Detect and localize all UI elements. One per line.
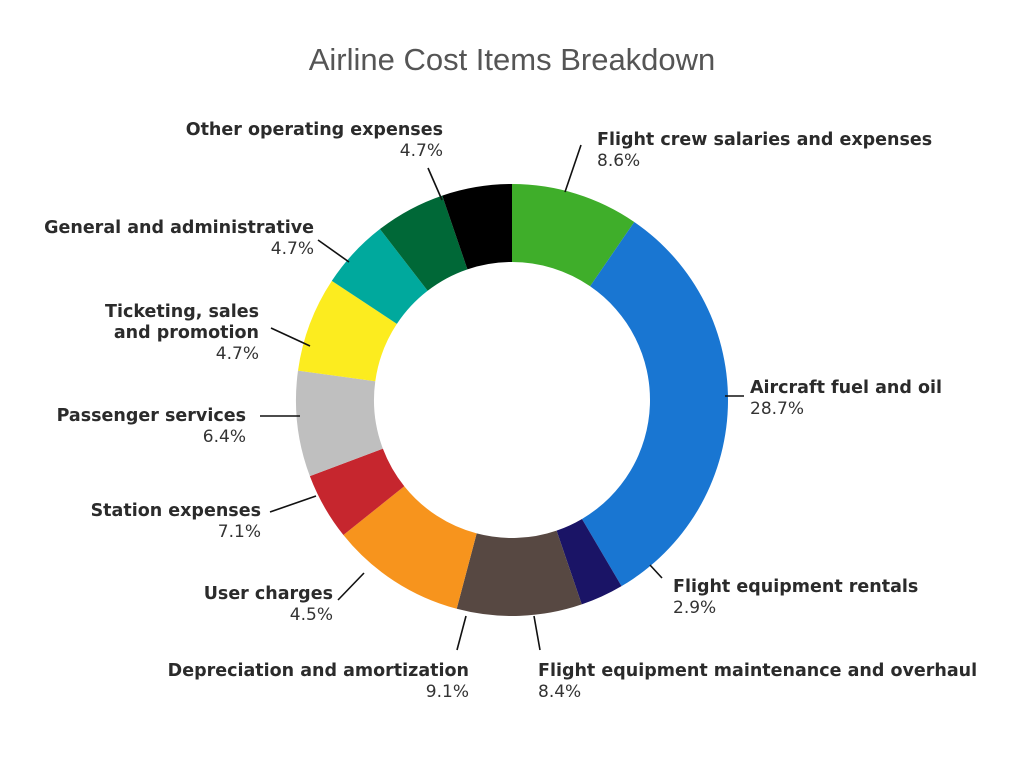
label-general-and-administrative: General and administrative <box>44 218 314 238</box>
value-user-charges: 4.5% <box>290 605 333 625</box>
label-aircraft-fuel-and-oil: Aircraft fuel and oil <box>750 378 942 398</box>
leader-ticketing-sales-and-promotion <box>270 327 311 347</box>
label-station-expenses: Station expenses <box>91 501 261 521</box>
value-flight-crew-salaries-and-expenses: 8.6% <box>597 151 640 171</box>
slice-flight-equipment-maintenance-and-overhaul <box>456 530 582 616</box>
leader-flight-equipment-maintenance-and-overhaul <box>533 615 541 651</box>
leader-lines <box>260 144 744 651</box>
label-flight-equipment-maintenance-and-overhaul: Flight equipment maintenance and overhau… <box>538 661 977 681</box>
label-passenger-services: Passenger services <box>57 406 246 426</box>
leader-other-operating-expenses <box>427 167 443 201</box>
leader-general-and-administrative <box>317 239 350 263</box>
leader-flight-crew-salaries-and-expenses <box>564 144 582 193</box>
slice-ticketing-sales-and-promotion <box>331 229 428 324</box>
slice-flight-crew-salaries-and-expenses <box>512 184 635 287</box>
value-passenger-services: 6.4% <box>203 427 246 447</box>
value-flight-equipment-rentals: 2.9% <box>673 598 716 618</box>
slice-other-operating-expenses <box>442 184 512 270</box>
value-depreciation-and-amortization: 9.1% <box>426 682 469 702</box>
label-ticketing-sales-and-promotion: Ticketing, sales and promotion <box>105 302 259 343</box>
value-ticketing-sales-and-promotion: 4.7% <box>216 344 259 364</box>
label-user-charges: User charges <box>204 584 333 604</box>
leader-user-charges <box>337 572 365 601</box>
value-other-operating-expenses: 4.7% <box>400 141 443 161</box>
slice-general-and-administrative <box>379 195 468 291</box>
leader-flight-equipment-rentals <box>649 564 663 579</box>
value-flight-equipment-maintenance-and-overhaul: 8.4% <box>538 682 581 702</box>
label-other-operating-expenses: Other operating expenses <box>186 120 443 140</box>
slice-aircraft-fuel-and-oil <box>581 221 728 587</box>
leader-station-expenses <box>269 495 317 513</box>
value-general-and-administrative: 4.7% <box>271 239 314 259</box>
value-aircraft-fuel-and-oil: 28.7% <box>750 399 804 419</box>
leader-depreciation-and-amortization <box>456 615 467 651</box>
slice-station-expenses <box>296 370 383 477</box>
slices <box>296 184 728 616</box>
chart-title: Airline Cost Items Breakdown <box>309 42 716 77</box>
slice-user-charges <box>309 448 405 536</box>
label-depreciation-and-amortization: Depreciation and amortization <box>168 661 469 681</box>
value-station-expenses: 7.1% <box>218 522 261 542</box>
slice-flight-equipment-rentals <box>556 518 622 605</box>
slice-passenger-services <box>298 280 397 382</box>
label-flight-equipment-rentals: Flight equipment rentals <box>673 577 918 597</box>
slice-depreciation-and-amortization <box>343 486 477 609</box>
label-flight-crew-salaries-and-expenses: Flight crew salaries and expenses <box>597 130 932 150</box>
